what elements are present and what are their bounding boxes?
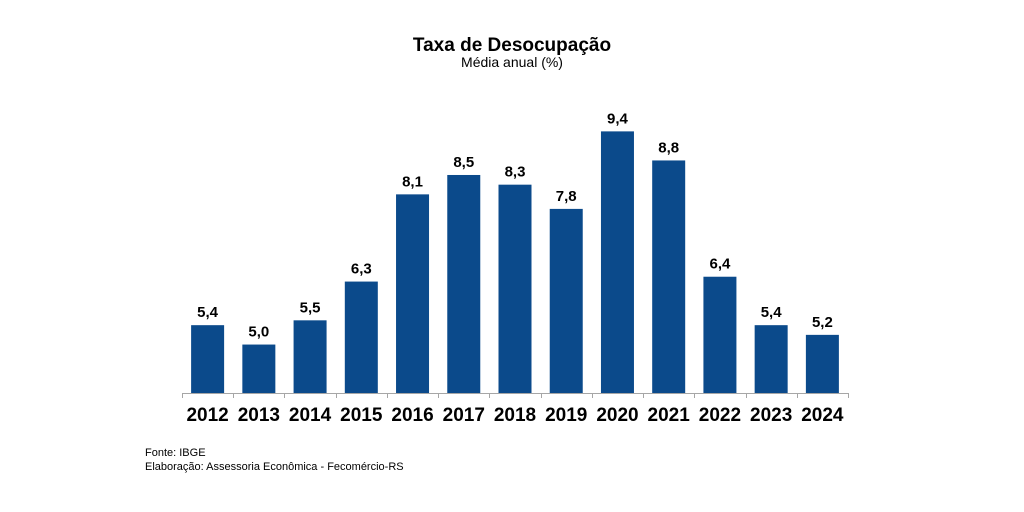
credit-note: Elaboração: Assessoria Econômica - Fecom…	[145, 461, 404, 473]
bar-2018	[498, 184, 532, 393]
data-label-2016: 8,1	[402, 173, 423, 190]
bar-2020	[600, 131, 634, 393]
source-note: Fonte: IBGE	[145, 447, 206, 459]
x-tick-label-2016: 2016	[391, 405, 433, 426]
bar-2015	[344, 281, 378, 393]
data-label-2017: 8,5	[453, 154, 474, 171]
data-label-2015: 6,3	[351, 261, 372, 278]
bar-2012	[191, 325, 225, 393]
bar-2014	[293, 320, 327, 393]
x-tick-label-2021: 2021	[648, 405, 691, 426]
bar-2024	[805, 334, 839, 393]
x-tick-label-2014: 2014	[289, 405, 332, 426]
bar-2023	[754, 325, 788, 393]
x-tick-label-2017: 2017	[443, 405, 485, 426]
bar-2016	[396, 194, 430, 393]
data-label-2018: 8,3	[505, 164, 526, 181]
bars-group	[191, 131, 839, 393]
data-labels-group: 5,4 5,0 5,5 6,3 8,1 8,5 8,3 7,8 9,4 8,8 6,4 5,4 5,2	[197, 110, 833, 340]
data-label-2024: 5,2	[812, 314, 833, 331]
x-axis	[182, 393, 849, 398]
data-label-2023: 5,4	[761, 304, 783, 321]
bar-2017	[447, 174, 481, 393]
x-tick-label-2022: 2022	[699, 405, 741, 426]
x-tick-label-2024: 2024	[801, 405, 844, 426]
bar-2013	[242, 344, 276, 393]
data-label-2019: 7,8	[556, 188, 577, 205]
x-tick-label-2013: 2013	[238, 405, 280, 426]
bar-2022	[703, 276, 737, 393]
bar-2019	[549, 208, 583, 393]
data-label-2012: 5,4	[197, 304, 219, 321]
x-tick-labels-group: 2012 2013 2014 2015 2016 2017 2018 2019 2020 2021…	[186, 405, 843, 426]
chart-title: Taxa de Desocupação	[413, 35, 611, 56]
data-label-2021: 8,8	[658, 139, 679, 156]
bar-2021	[652, 160, 686, 393]
x-tick-label-2019: 2019	[545, 405, 587, 426]
x-tick-label-2018: 2018	[494, 405, 536, 426]
data-label-2013: 5,0	[248, 324, 269, 341]
x-tick-label-2023: 2023	[750, 405, 792, 426]
chart-subtitle: Média anual (%)	[461, 54, 563, 70]
x-tick-label-2020: 2020	[596, 405, 638, 426]
data-label-2022: 6,4	[709, 256, 731, 273]
x-tick-label-2015: 2015	[340, 405, 383, 426]
x-tick-label-2012: 2012	[186, 405, 228, 426]
data-label-2020: 9,4	[607, 110, 629, 127]
data-label-2014: 5,5	[300, 299, 321, 316]
